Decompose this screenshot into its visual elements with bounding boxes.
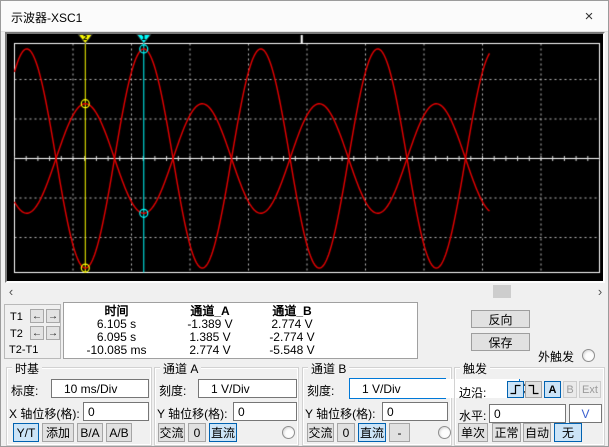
ab-mode-button[interactable]: A/B — [106, 423, 132, 442]
falling-edge-icon — [528, 384, 539, 395]
scrollbar-thumb[interactable] — [493, 285, 511, 298]
table-row: -10.085 ms 2.774 V -5.548 V — [64, 344, 417, 357]
trigger-source-b-button[interactable]: B — [563, 381, 577, 398]
t2-t1-label: T2-T1 — [9, 344, 39, 356]
channel-b-minus-button[interactable]: - — [389, 423, 410, 442]
channel-a-radio[interactable] — [282, 426, 295, 439]
table-row: 6.095 s 1.385 V -2.774 V — [64, 331, 417, 344]
channel-a-dc-button[interactable]: 直流 — [209, 423, 237, 442]
channel-b-zero-button[interactable]: 0 — [337, 423, 355, 442]
channel-b-offset-label: Y 轴位移(格): — [305, 407, 376, 421]
channel-b-scale-input[interactable] — [350, 379, 519, 398]
scroll-right-icon[interactable]: › — [597, 284, 603, 299]
channel-a-scale-label: 刻度: — [159, 384, 187, 398]
col-time: 时间 — [104, 304, 129, 318]
col-channel-a: 通道_A — [190, 304, 230, 318]
table-row: 6.105 s -1.389 V 2.774 V — [64, 318, 417, 331]
channel-a-offset-label: Y 轴位移(格): — [157, 407, 228, 421]
save-button[interactable]: 保存 — [471, 333, 530, 351]
timebase-scale-label: 标度: — [11, 384, 39, 398]
t1-left-button[interactable]: ← — [30, 309, 44, 323]
trigger-normal-button[interactable]: 正常 — [492, 423, 521, 442]
t2-channel-b: -2.774 V — [269, 330, 315, 344]
trigger-group: 触发 — [454, 360, 605, 446]
ext-trigger-label: 外触发 — [538, 350, 575, 364]
channel-a-title: 通道 A — [160, 360, 202, 377]
trigger-single-button[interactable]: 单次 — [458, 423, 488, 442]
t2-left-button[interactable]: ← — [30, 326, 44, 340]
falling-edge-button[interactable] — [525, 381, 542, 398]
rising-edge-button[interactable] — [507, 381, 524, 398]
yt-mode-button[interactable]: Y/T — [13, 423, 39, 442]
ba-mode-button[interactable]: B/A — [77, 423, 103, 442]
trigger-level-input[interactable] — [489, 404, 566, 423]
timebase-title: 时基 — [12, 360, 43, 377]
title-bar: 示波器-XSC1 × — [1, 1, 608, 32]
scope-screen-bezel — [5, 32, 605, 283]
trigger-none-button[interactable]: 无 — [554, 423, 582, 442]
channel-b-dc-button[interactable]: 直流 — [358, 423, 386, 442]
horizontal-scrollbar[interactable]: ‹ › — [1, 283, 608, 300]
add-mode-button[interactable]: 添加 — [42, 423, 74, 442]
t1-label: T1 — [10, 311, 23, 323]
trigger-title: 触发 — [460, 360, 491, 377]
delta-channel-b: -5.548 V — [269, 343, 315, 357]
measurement-table: 时间 通道_A 通道_B 6.105 s -1.389 V 2.774 V 6.… — [63, 302, 418, 359]
t1-time: 6.105 s — [96, 317, 137, 331]
channel-b-offset-input[interactable] — [382, 402, 448, 421]
trigger-edge-label: 边沿: — [459, 386, 487, 400]
trigger-level-label: 水平: — [459, 409, 487, 423]
trigger-auto-button[interactable]: 自动 — [523, 423, 551, 442]
measurement-header-row: 时间 通道_A 通道_B — [64, 305, 417, 318]
window-title: 示波器-XSC1 — [11, 11, 83, 25]
delta-time: -10.085 ms — [86, 343, 147, 357]
t1-channel-a: -1.389 V — [187, 317, 233, 331]
trigger-source-a-button[interactable]: A — [544, 381, 561, 398]
scroll-left-icon[interactable]: ‹ — [8, 284, 14, 299]
trigger-level-unit[interactable]: V — [569, 404, 602, 423]
channel-b-radio[interactable] — [438, 426, 451, 439]
x-offset-input[interactable] — [83, 402, 149, 421]
rising-edge-icon — [510, 384, 521, 395]
channel-a-scale-input[interactable] — [198, 379, 297, 398]
oscilloscope-display[interactable] — [7, 34, 603, 281]
timebase-scale-input[interactable] — [51, 379, 149, 398]
channel-a-zero-button[interactable]: 0 — [188, 423, 206, 442]
col-channel-b: 通道_B — [272, 304, 312, 318]
ext-trigger-radio[interactable] — [582, 349, 595, 362]
channel-b-title: 通道 B — [308, 360, 350, 377]
cursor-stepper-box: T1 ← → T2 ← → T2-T1 — [4, 304, 61, 359]
reverse-button[interactable]: 反向 — [471, 310, 530, 328]
t1-right-button[interactable]: → — [46, 309, 60, 323]
x-offset-label: X 轴位移(格): — [9, 407, 80, 421]
t1-channel-b: 2.774 V — [271, 317, 313, 331]
t2-time: 6.095 s — [96, 330, 137, 344]
channel-b-group: 通道 B — [302, 360, 452, 446]
delta-channel-a: 2.774 V — [189, 343, 231, 357]
t2-right-button[interactable]: → — [46, 326, 60, 340]
channel-b-ac-button[interactable]: 交流 — [307, 423, 334, 442]
close-icon[interactable]: × — [584, 7, 594, 25]
channel-a-offset-input[interactable] — [233, 402, 297, 421]
channel-a-group: 通道 A — [154, 360, 299, 446]
t2-channel-a: 1.385 V — [189, 330, 231, 344]
trigger-source-ext-button[interactable]: Ext — [579, 381, 601, 398]
timebase-group: 时基 — [6, 360, 152, 446]
channel-a-ac-button[interactable]: 交流 — [158, 423, 185, 442]
channel-b-scale-field — [349, 378, 526, 399]
t2-label: T2 — [10, 328, 23, 340]
channel-b-scale-label: 刻度: — [307, 384, 335, 398]
